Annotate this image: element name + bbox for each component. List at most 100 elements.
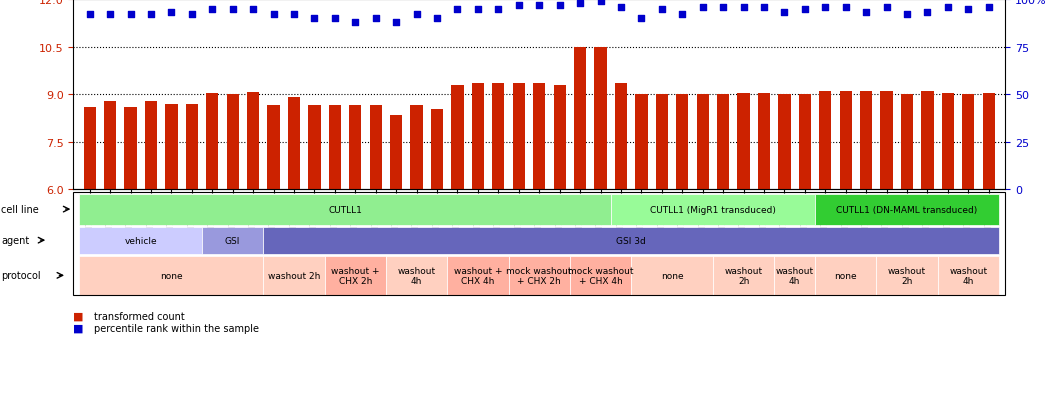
Text: washout
2h: washout 2h	[725, 266, 762, 285]
Bar	[513, 84, 525, 190]
Bar	[962, 95, 975, 190]
Text: washout +
CHX 2h: washout + CHX 2h	[331, 266, 380, 285]
Bar	[226, 95, 239, 190]
Bar	[921, 92, 934, 190]
Text: vehicle: vehicle	[125, 236, 157, 245]
Bar	[370, 106, 382, 190]
Bar	[144, 101, 157, 190]
Point	[142, 12, 159, 19]
Bar	[410, 106, 423, 190]
Point	[531, 2, 548, 9]
Text: agent: agent	[1, 235, 29, 246]
Bar	[717, 95, 730, 190]
Bar	[84, 108, 95, 190]
Bar	[554, 85, 565, 190]
Text: GSI 3d: GSI 3d	[617, 236, 646, 245]
Point	[306, 16, 322, 22]
Bar	[900, 95, 913, 190]
Point	[838, 4, 854, 11]
Bar	[655, 95, 668, 190]
Bar	[758, 93, 771, 190]
Point	[387, 19, 404, 26]
Bar	[288, 98, 300, 190]
Text: washout
4h: washout 4h	[398, 266, 436, 285]
Text: mock washout
+ CHX 4h: mock washout + CHX 4h	[567, 266, 633, 285]
Bar	[941, 93, 954, 190]
Point	[490, 6, 507, 13]
Point	[408, 12, 425, 19]
Point	[878, 4, 895, 11]
Point	[776, 10, 793, 17]
Point	[327, 16, 343, 22]
Text: CUTLL1 (MigR1 transduced): CUTLL1 (MigR1 transduced)	[650, 205, 776, 214]
Point	[653, 6, 670, 13]
Point	[756, 4, 773, 11]
Point	[428, 16, 445, 22]
Bar	[615, 84, 627, 190]
Text: CUTLL1 (DN-MAML transduced): CUTLL1 (DN-MAML transduced)	[837, 205, 978, 214]
Point	[797, 6, 814, 13]
Point	[183, 12, 200, 19]
Point	[102, 12, 118, 19]
Text: protocol: protocol	[1, 271, 41, 281]
Point	[674, 12, 691, 19]
Bar	[206, 93, 219, 190]
Bar	[819, 92, 831, 190]
Bar	[165, 104, 178, 190]
Text: washout
4h: washout 4h	[950, 266, 987, 285]
Point	[510, 2, 527, 9]
Point	[612, 4, 629, 11]
Text: transformed count: transformed count	[94, 311, 185, 321]
Text: ■: ■	[73, 311, 84, 321]
Point	[735, 4, 752, 11]
Text: CUTLL1: CUTLL1	[328, 205, 362, 214]
Text: washout +
CHX 4h: washout + CHX 4h	[453, 266, 503, 285]
Bar	[104, 101, 116, 190]
Bar	[778, 95, 790, 190]
Bar	[185, 104, 198, 190]
Bar	[492, 84, 505, 190]
Bar	[472, 84, 484, 190]
Text: washout 2h: washout 2h	[268, 271, 320, 280]
Bar	[533, 84, 545, 190]
Bar	[737, 93, 750, 190]
Point	[449, 6, 466, 13]
Text: mock washout
+ CHX 2h: mock washout + CHX 2h	[507, 266, 572, 285]
Bar	[431, 109, 443, 190]
Bar	[391, 116, 402, 190]
Bar	[840, 92, 852, 190]
Point	[224, 6, 241, 13]
Bar	[595, 47, 606, 190]
Bar	[125, 108, 137, 190]
Point	[593, 0, 609, 5]
Bar	[799, 95, 811, 190]
Text: ■: ■	[73, 323, 84, 333]
Point	[82, 12, 98, 19]
Text: washout
2h: washout 2h	[888, 266, 927, 285]
Point	[245, 6, 262, 13]
Point	[633, 16, 650, 22]
Text: none: none	[160, 271, 182, 280]
Point	[980, 4, 997, 11]
Text: washout
4h: washout 4h	[776, 266, 814, 285]
Bar	[574, 47, 586, 190]
Bar	[983, 93, 995, 190]
Bar	[451, 85, 464, 190]
Bar	[860, 92, 872, 190]
Text: GSI: GSI	[225, 236, 241, 245]
Point	[817, 4, 833, 11]
Point	[898, 12, 915, 19]
Point	[286, 12, 303, 19]
Point	[715, 4, 732, 11]
Point	[469, 6, 486, 13]
Point	[919, 10, 936, 17]
Point	[367, 16, 384, 22]
Bar	[696, 95, 709, 190]
Point	[204, 6, 221, 13]
Bar	[329, 106, 341, 190]
Text: percentile rank within the sample: percentile rank within the sample	[94, 323, 260, 333]
Point	[572, 0, 588, 7]
Point	[694, 4, 711, 11]
Point	[939, 4, 956, 11]
Bar	[636, 95, 647, 190]
